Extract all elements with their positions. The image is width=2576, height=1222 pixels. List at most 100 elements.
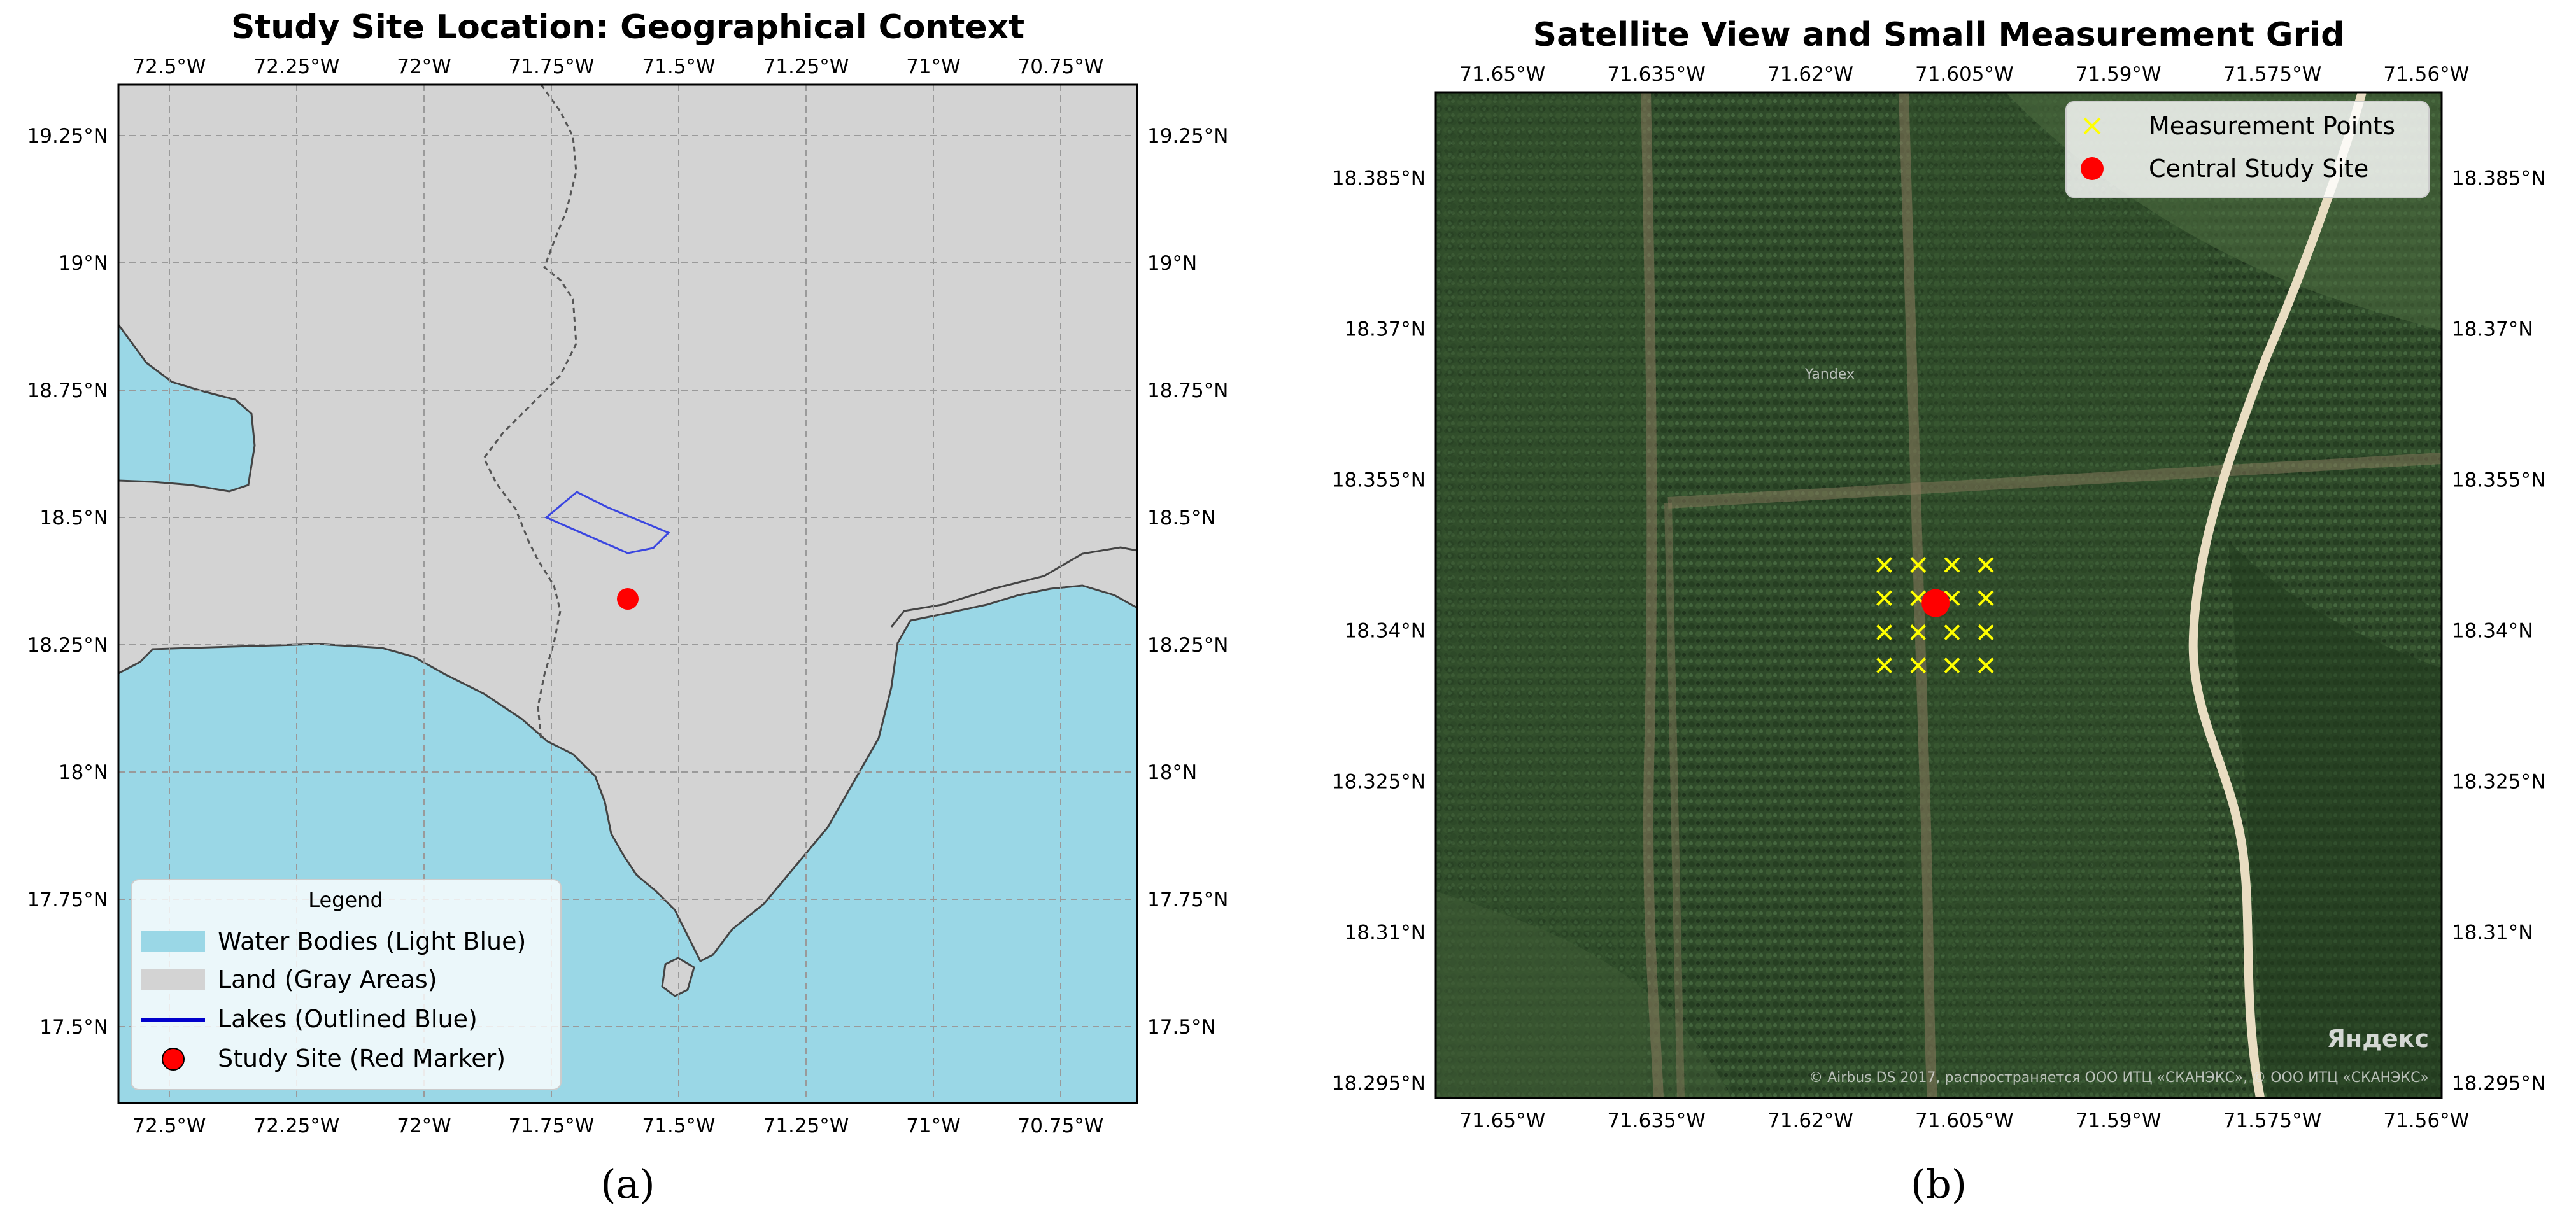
x-tick-label-top: 70.75°W [1018, 55, 1104, 78]
measurement-point [1910, 657, 1927, 674]
x-tick-label-bottom: 71°W [906, 1114, 961, 1137]
x-tick-label-top: 72.25°W [254, 55, 340, 78]
measurement-point [1978, 657, 1994, 674]
x-tick-label-top: 72.5°W [132, 55, 206, 78]
x-tick-label-top: 71.59°W [2076, 63, 2162, 86]
y-tick-label-right: 19.25°N [1147, 125, 1228, 148]
y-tick-label-right: 18.295°N [2452, 1072, 2545, 1095]
border-dashed [483, 85, 577, 742]
x-tick-label-bottom: 71.59°W [2076, 1109, 2162, 1132]
x-tick-label-top: 72°W [397, 55, 451, 78]
x-tick-label-top: 71.5°W [642, 55, 715, 78]
brand-label: Яндекс [2327, 1025, 2429, 1053]
track-central [1899, 92, 1937, 1098]
x-tick-label-top: 71.62°W [1767, 63, 1853, 86]
road [2188, 92, 2367, 1098]
panel-a-frame [117, 83, 1138, 1104]
coastline-northwest [118, 324, 256, 493]
coastline-east-cape [890, 546, 1137, 628]
legend-title: Legend [308, 888, 383, 912]
y-tick-label-right: 18.5°N [1147, 507, 1216, 530]
measurement-point [1876, 557, 1892, 573]
legend-lake-label: Lakes (Outlined Blue) [218, 1005, 478, 1033]
x-tick-label-bottom: 71.575°W [2223, 1109, 2322, 1132]
panel-b-frame [1434, 91, 2443, 1099]
x-tick-label-bottom: 71.5°W [642, 1114, 715, 1137]
x-tick-label-bottom: 71.635°W [1607, 1109, 1706, 1132]
y-tick-label-right: 18°N [1147, 761, 1197, 784]
y-tick-label-left: 18.355°N [1332, 468, 1426, 491]
measurement-point [1910, 624, 1927, 640]
y-tick-label-left: 18.31°N [1345, 921, 1426, 944]
legend-central-site-label: Central Study Site [2149, 155, 2368, 183]
x-tick-label-top: 71.75°W [509, 55, 595, 78]
legend-box-b [2065, 101, 2430, 198]
y-tick-label-left: 19.25°N [27, 125, 108, 148]
panel-a-title: Study Site Location: Geographical Contex… [231, 8, 1024, 46]
y-tick-label-left: 17.5°N [39, 1016, 108, 1039]
legend-land-label: Land (Gray Areas) [218, 966, 437, 994]
legend-site-marker [162, 1048, 185, 1071]
panel-b-legend: Measurement Points Central Study Site [2065, 101, 2430, 198]
study-site-marker [617, 588, 639, 610]
y-tick-label-right: 18.31°N [2452, 921, 2533, 944]
x-tick-label-top: 71°W [906, 55, 961, 78]
panel-a-legend: Legend Water Bodies (Light Blue) Land (G… [131, 879, 562, 1090]
y-tick-label-right: 17.5°N [1147, 1016, 1216, 1039]
x-tick-label-bottom: 72.5°W [132, 1114, 206, 1137]
legend-site-label: Study Site (Red Marker) [218, 1044, 506, 1072]
x-tick-label-top: 71.635°W [1607, 63, 1706, 86]
panel-b-satellite-image: Yandex Яндекс © Airbus DS 2017, распрост… [1436, 92, 2442, 1098]
y-tick-label-left: 17.75°N [27, 888, 108, 911]
y-tick-label-left: 18°N [59, 761, 108, 784]
track-southwest [1664, 502, 1685, 1098]
coastline-south [118, 584, 1137, 963]
track-horizontal [1667, 453, 2442, 509]
forest-east [2228, 541, 2442, 1098]
y-tick-label-left: 18.25°N [27, 634, 108, 657]
track-west [1641, 92, 1664, 1098]
y-tick-label-left: 18.325°N [1332, 770, 1426, 793]
measurement-point [1944, 557, 1960, 573]
y-tick-label-right: 18.355°N [2452, 468, 2545, 491]
legend-measurement-label: Measurement Points [2149, 112, 2395, 140]
x-tick-label-bottom: 71.75°W [509, 1114, 595, 1137]
legend-land-swatch [141, 969, 205, 990]
measurement-point [1944, 657, 1960, 674]
x-tick-label-bottom: 71.62°W [1767, 1109, 1853, 1132]
x-tick-label-top: 71.56°W [2383, 63, 2469, 86]
x-tick-label-bottom: 71.25°W [763, 1114, 849, 1137]
y-tick-label-left: 18.34°N [1345, 619, 1426, 642]
y-tick-label-left: 18.37°N [1345, 318, 1426, 341]
panel-b-title: Satellite View and Small Measurement Gri… [1533, 16, 2345, 54]
panel-b-ticks: 71.65°W 71.65°W 71.635°W 71.635°W 71.62°W 71.… [1332, 63, 2545, 1132]
panel-a-label: (a) [600, 1161, 655, 1207]
y-tick-label-left: 18.295°N [1332, 1072, 1426, 1095]
x-tick-label-bottom: 70.75°W [1018, 1114, 1104, 1137]
measurement-point [1978, 557, 1994, 573]
x-tick-label-bottom: 71.56°W [2383, 1109, 2469, 1132]
x-tick-label-bottom: 71.605°W [1915, 1109, 2014, 1132]
y-tick-label-right: 17.75°N [1147, 888, 1228, 911]
measurement-point [1944, 624, 1960, 640]
panel-a: Study Site Location: Geographical Contex… [27, 8, 1229, 1207]
y-tick-label-right: 19°N [1147, 252, 1197, 275]
panel-b-label: (b) [1911, 1161, 1967, 1207]
central-site-marker [1921, 589, 1950, 617]
x-tick-label-top: 71.605°W [1915, 63, 2014, 86]
x-tick-label-top: 71.65°W [1459, 63, 1545, 86]
y-tick-label-right: 18.385°N [2452, 167, 2545, 190]
panel-b: Satellite View and Small Measurement Gri… [1332, 16, 2545, 1207]
measurement-point [1876, 657, 1892, 674]
legend-measurement-symbol [2083, 117, 2101, 135]
y-tick-label-right: 18.325°N [2452, 770, 2545, 793]
lake-outline [544, 491, 670, 554]
y-tick-label-left: 18.385°N [1332, 167, 1426, 190]
x-tick-label-top: 71.575°W [2223, 63, 2322, 86]
legend-water-label: Water Bodies (Light Blue) [218, 927, 526, 955]
measurement-point [1978, 624, 1994, 640]
water-northwest-bay [118, 325, 255, 491]
y-tick-label-left: 18.5°N [39, 507, 108, 530]
x-tick-label-bottom: 72.25°W [254, 1114, 340, 1137]
measurement-point [1910, 557, 1927, 573]
